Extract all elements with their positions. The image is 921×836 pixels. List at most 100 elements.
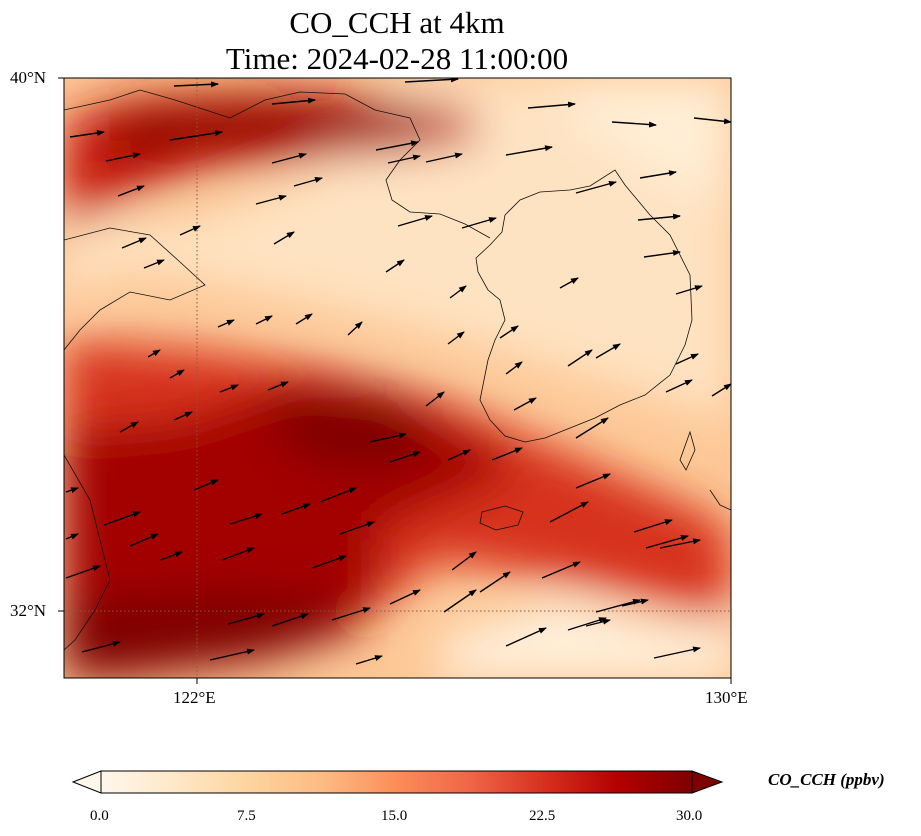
wind-vector-arrow (595, 598, 641, 613)
colorbar (71, 770, 724, 794)
wind-vector-arrow (375, 140, 419, 151)
wind-vector-arrow (65, 533, 79, 540)
colorbar-tick-2: 15.0 (381, 808, 408, 824)
wind-vector-arrow (389, 589, 421, 605)
wind-vector-arrow (491, 447, 523, 461)
wind-vector-arrow (319, 487, 357, 503)
wind-vector-arrow (397, 215, 433, 227)
wind-vector-arrow (447, 331, 465, 345)
wind-vector-arrow (255, 194, 287, 205)
gridlines (64, 78, 731, 678)
wind-vector-arrow (461, 217, 497, 229)
wind-vector-arrow (271, 613, 309, 627)
wind-vector-arrow (311, 555, 347, 569)
wind-vector-arrow (169, 130, 223, 141)
wind-vector-arrow (119, 421, 139, 433)
wind-vector-arrow (65, 487, 79, 494)
shandong-coastline (64, 227, 206, 351)
wind-vector-arrow (693, 117, 731, 125)
wind-vector-arrow (621, 598, 649, 607)
wind-vector-arrow (143, 259, 165, 269)
wind-vector-arrow (293, 177, 323, 187)
wind-vector-arrow (65, 565, 101, 579)
wind-vector-arrow (129, 533, 159, 547)
wind-vector-arrow (389, 451, 421, 463)
wind-vector-arrow (549, 501, 589, 523)
colorbar-gradient (100, 770, 693, 794)
wind-vector-arrow (193, 479, 219, 491)
wind-vector-arrow (209, 648, 255, 661)
lat-label-40n: 40°N (10, 68, 47, 87)
wind-vector-arrow (479, 571, 511, 593)
wind-vector-arrow (639, 170, 677, 179)
wind-vector-arrow (575, 473, 611, 489)
wind-vector-arrow (217, 319, 235, 328)
wind-vector-arrow (611, 121, 657, 128)
wind-vector-arrow (121, 237, 147, 249)
wind-vector-arrow (425, 152, 463, 163)
wind-vector-arrow (505, 627, 547, 647)
colorbar-title: CO_CCH (ppbv) (768, 770, 885, 789)
wind-vector-arrow (675, 353, 699, 365)
wind-vector-arrow (637, 213, 681, 221)
wind-vectors (65, 78, 731, 665)
wind-vector-arrow (347, 321, 363, 336)
wind-vector-arrow (385, 259, 405, 273)
china-north-coastline (64, 89, 491, 239)
wind-vector-arrow (425, 391, 445, 407)
wind-vector-arrow (665, 379, 693, 393)
wind-vector-arrow (513, 397, 537, 411)
concentration-field (64, 78, 731, 678)
wind-vector-arrow (711, 383, 731, 397)
wind-vector-arrow (443, 589, 477, 613)
wind-vector-arrow (451, 551, 477, 571)
wind-vector-arrow (585, 618, 611, 627)
wind-vector-arrow (173, 411, 193, 421)
wind-vector-arrow (147, 349, 161, 358)
wind-vector-arrow (105, 152, 141, 162)
wind-vector-arrow (229, 513, 263, 525)
wind-vector-arrow (505, 361, 523, 375)
lat-label-32n: 32°N (10, 601, 47, 620)
wind-vector-arrow (69, 130, 105, 138)
wind-vector-arrow (267, 381, 289, 391)
wind-vector-arrow (541, 561, 581, 579)
wind-vector-arrow (659, 538, 701, 549)
wind-vector-arrow (575, 417, 609, 439)
wind-vector-arrow (169, 369, 185, 379)
wind-vector-arrow (449, 285, 467, 299)
wind-vector-arrow (271, 152, 307, 164)
jeju-coastline (479, 505, 524, 531)
wind-vector-arrow (281, 503, 311, 515)
wind-vector-arrow (179, 225, 201, 236)
wind-vector-arrow (505, 145, 553, 156)
lon-label-122e: 122°E (173, 688, 216, 707)
colorbar-tick-1: 7.5 (237, 808, 256, 824)
wind-vector-arrow (219, 384, 239, 393)
chart-title-line-2: Time: 2024-02-28 11:00:00 (225, 41, 569, 76)
wind-vector-arrow (227, 612, 265, 625)
wind-vector-arrow (355, 655, 383, 665)
coastlines (64, 89, 731, 651)
wind-vector-arrow (595, 343, 621, 359)
chart-title-line-1: CO_CCH at 4km (289, 5, 505, 40)
wind-vector-arrow (273, 231, 295, 245)
wind-vector-arrow (567, 617, 607, 631)
colorbar-extend-high (691, 770, 724, 794)
wind-vector-arrow (295, 313, 313, 325)
wind-vector-arrow (331, 607, 371, 621)
wind-vector-arrow (173, 81, 219, 88)
japan-coastline (679, 430, 731, 511)
colorbar-tick-3: 22.5 (529, 808, 556, 824)
wind-vector-arrow (404, 78, 459, 83)
korea-coastline (475, 169, 693, 443)
wind-vector-arrow (567, 349, 593, 367)
wind-vector-arrow (643, 249, 681, 258)
wind-vector-arrow (271, 97, 316, 105)
wind-vector-arrow (675, 285, 703, 295)
wind-vector-arrow (81, 640, 121, 653)
wind-vector-arrow (159, 551, 183, 561)
wind-vector-arrow (221, 547, 255, 561)
wind-vector-arrow (499, 325, 519, 339)
